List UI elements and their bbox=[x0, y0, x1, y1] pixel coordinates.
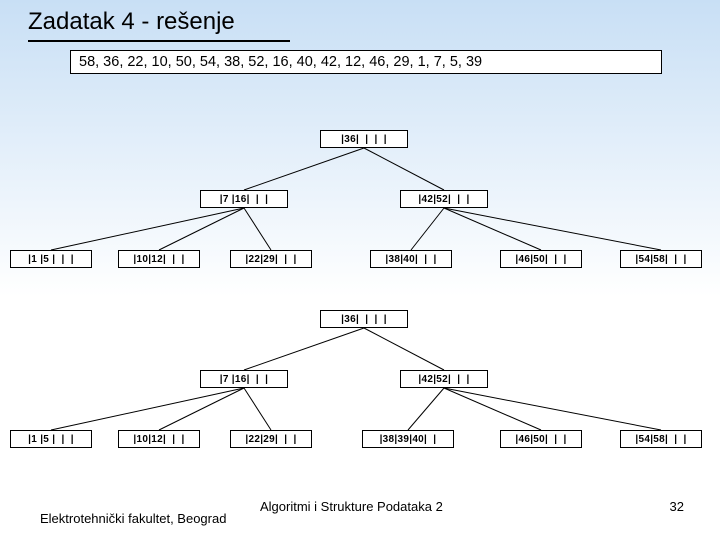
btree-node: |38|39|40| | bbox=[362, 430, 454, 448]
btree-node: |36| | | | bbox=[320, 130, 408, 148]
page-title: Zadatak 4 - rešenje bbox=[0, 0, 720, 38]
btree-node: |54|58| | | bbox=[620, 250, 702, 268]
btree-node: |1 |5 | | | bbox=[10, 250, 92, 268]
btree-node: |42|52| | | bbox=[400, 370, 488, 388]
btree-diagram-2: |36| | | | |7 |16| | | |42|52| | | |1 |5 | … bbox=[0, 310, 720, 470]
btree-node: |7 |16| | | bbox=[200, 190, 288, 208]
btree-node: |7 |16| | | bbox=[200, 370, 288, 388]
sequence-box: 58, 36, 22, 10, 50, 54, 38, 52, 16, 40, … bbox=[70, 50, 662, 74]
btree-node: |38|40| | | bbox=[370, 250, 452, 268]
tree-edges bbox=[0, 310, 720, 470]
footer-institution: Elektrotehnički fakultet, Beograd bbox=[40, 511, 226, 528]
btree-node: |22|29| | | bbox=[230, 430, 312, 448]
btree-node: |10|12| | | bbox=[118, 250, 200, 268]
btree-node: |54|58| | | bbox=[620, 430, 702, 448]
btree-node: |1 |5 | | | bbox=[10, 430, 92, 448]
btree-diagram-1: |36| | | | |7 |16| | | |42|52| | | |1 |5 | … bbox=[0, 130, 720, 290]
title-underline bbox=[28, 40, 290, 42]
footer-course: Algoritmi i Strukture Podataka 2 bbox=[260, 499, 443, 514]
footer-page: 32 bbox=[670, 499, 684, 514]
btree-node: |36| | | | bbox=[320, 310, 408, 328]
btree-node: |46|50| | | bbox=[500, 250, 582, 268]
tree-edges bbox=[0, 130, 720, 290]
btree-node: |22|29| | | bbox=[230, 250, 312, 268]
btree-node: |42|52| | | bbox=[400, 190, 488, 208]
btree-node: |46|50| | | bbox=[500, 430, 582, 448]
btree-node: |10|12| | | bbox=[118, 430, 200, 448]
